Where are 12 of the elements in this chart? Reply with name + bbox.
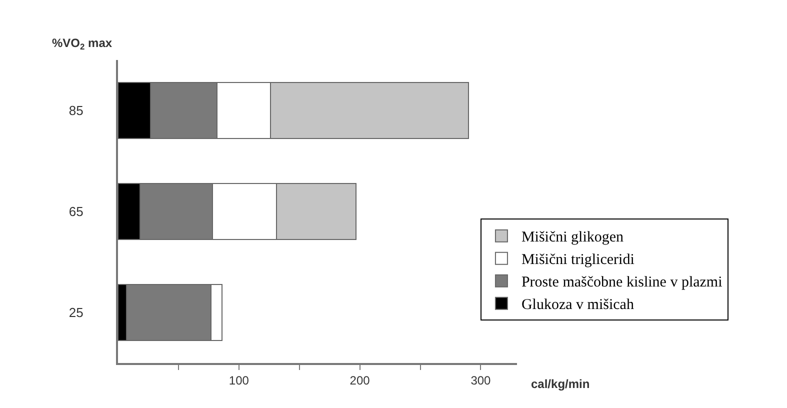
legend-label: Mišični trigliceridi xyxy=(521,252,634,268)
legend-label: Proste maščobne kisline v plazmi xyxy=(521,274,722,291)
x-tick-label: 200 xyxy=(350,373,370,388)
y-tick-label: 85 xyxy=(68,103,84,118)
y-axis-title: %VO$_{2}$ max xyxy=(52,36,112,52)
x-axis-title: cal/kg/min xyxy=(531,377,590,391)
y-tick-label: 65 xyxy=(68,204,84,220)
x-tick-label: 100 xyxy=(228,373,250,388)
legend-label: Glukoza v mišicah xyxy=(521,297,634,314)
legend-label: Mišični glikogen xyxy=(521,230,624,246)
x-tick-label: 300 xyxy=(470,373,492,388)
y-tick-label: 25 xyxy=(68,305,84,320)
